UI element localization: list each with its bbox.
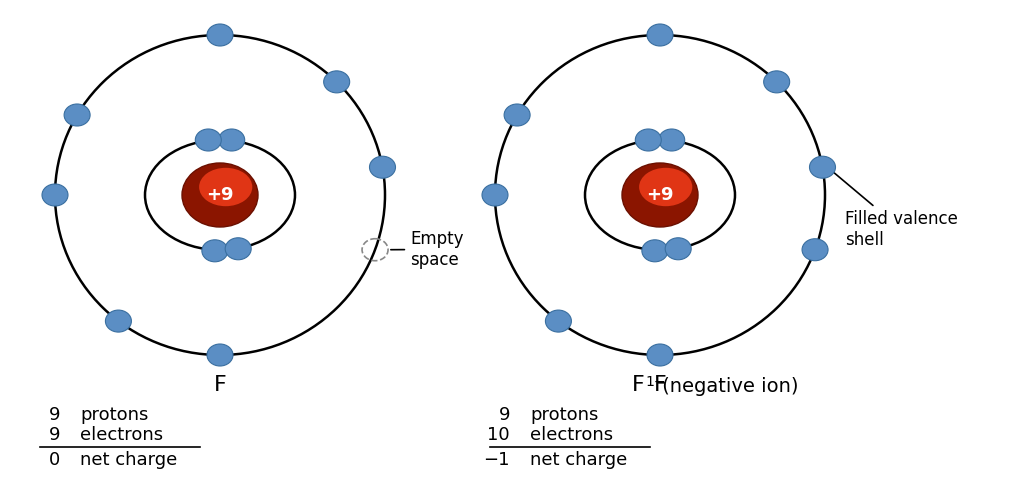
Ellipse shape [196, 129, 221, 151]
Text: 9: 9 [48, 406, 60, 424]
Text: protons: protons [530, 406, 598, 424]
Text: −1: −1 [483, 451, 510, 469]
Ellipse shape [666, 238, 691, 260]
Ellipse shape [810, 156, 836, 178]
Text: Filled valence
shell: Filled valence shell [829, 169, 957, 249]
Ellipse shape [324, 71, 349, 93]
Text: net charge: net charge [80, 451, 177, 469]
Ellipse shape [207, 24, 233, 46]
Text: Empty
space: Empty space [391, 230, 464, 269]
Ellipse shape [504, 104, 530, 126]
Ellipse shape [65, 104, 90, 126]
Ellipse shape [546, 310, 571, 332]
Text: electrons: electrons [530, 426, 613, 444]
Ellipse shape [202, 240, 228, 262]
Ellipse shape [635, 129, 662, 151]
Text: +9: +9 [646, 186, 674, 204]
Ellipse shape [647, 24, 673, 46]
Text: 1−: 1− [645, 375, 666, 389]
Text: (negative ion): (negative ion) [656, 377, 799, 396]
Ellipse shape [219, 129, 245, 151]
Ellipse shape [642, 240, 668, 262]
Ellipse shape [182, 163, 258, 227]
Ellipse shape [207, 344, 233, 366]
Text: protons: protons [80, 406, 148, 424]
Ellipse shape [622, 163, 698, 227]
Text: 0: 0 [49, 451, 60, 469]
Text: 10: 10 [487, 426, 510, 444]
Text: 9: 9 [499, 406, 510, 424]
Text: F: F [653, 375, 667, 395]
Ellipse shape [199, 168, 252, 206]
Text: F: F [214, 375, 226, 395]
Ellipse shape [639, 168, 692, 206]
Ellipse shape [482, 184, 508, 206]
Text: 9: 9 [48, 426, 60, 444]
Ellipse shape [225, 238, 251, 260]
Ellipse shape [370, 156, 395, 178]
Text: +9: +9 [206, 186, 233, 204]
Text: F: F [632, 375, 645, 395]
Text: electrons: electrons [80, 426, 163, 444]
Ellipse shape [105, 310, 131, 332]
Ellipse shape [658, 129, 685, 151]
Ellipse shape [764, 71, 790, 93]
Text: net charge: net charge [530, 451, 628, 469]
Ellipse shape [802, 239, 828, 261]
Ellipse shape [42, 184, 68, 206]
Ellipse shape [647, 344, 673, 366]
